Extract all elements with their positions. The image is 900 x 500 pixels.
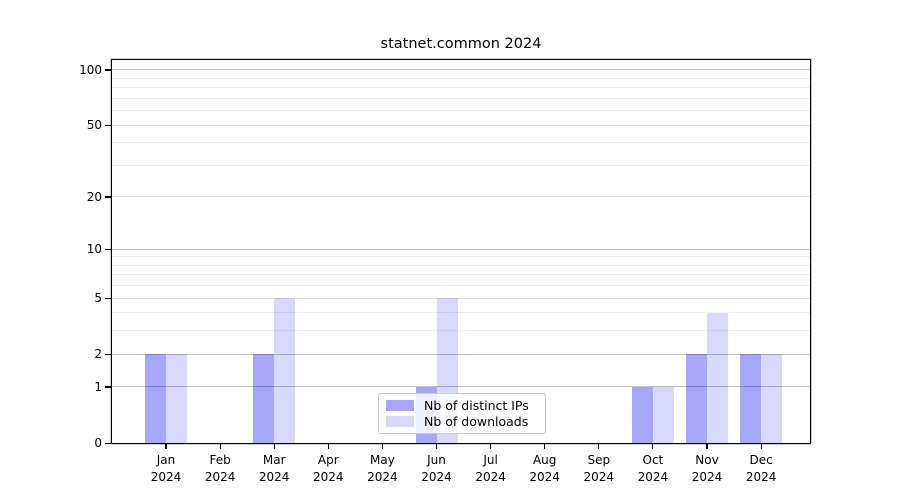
gridline: [112, 124, 810, 126]
gridline: [112, 196, 810, 198]
gridline: [112, 312, 810, 314]
legend-label-downloads: Nb of downloads: [424, 413, 529, 429]
gridline: [112, 264, 810, 266]
bar-downloads: [166, 354, 187, 443]
y-tick-label: 5: [94, 291, 102, 306]
gridline: [112, 77, 810, 79]
y-tick-mark: [105, 196, 112, 198]
gridline: [112, 87, 810, 89]
chart-title: statnet.common 2024: [380, 36, 542, 52]
x-tick-label: May 2024: [367, 453, 398, 484]
x-tick-label: Mar 2024: [258, 453, 290, 484]
gridline: [112, 164, 810, 166]
x-tick-label: Sep 2024: [583, 453, 615, 484]
y-tick-mark: [105, 124, 112, 126]
y-tick-label: 2: [94, 347, 102, 362]
y-tick-mark: [105, 69, 112, 71]
legend: Nb of distinct IPs Nb of downloads: [378, 393, 546, 434]
x-tick-mark: [273, 443, 275, 449]
gridline: [112, 97, 810, 99]
bar-distinct-ips: [253, 354, 275, 443]
x-tick-label: Jun 2024: [421, 453, 452, 484]
x-tick-label: Oct 2024: [637, 453, 669, 484]
y-tick-mark: [105, 248, 112, 250]
x-tick-mark: [327, 443, 329, 449]
bar-downloads: [761, 354, 783, 443]
x-tick-mark: [652, 443, 654, 449]
y-tick-mark: [105, 297, 112, 299]
bar-distinct-ips: [631, 386, 653, 443]
gridline: [112, 274, 810, 276]
x-tick-mark: [381, 443, 383, 449]
gridline: [112, 297, 810, 299]
gridline: [112, 142, 810, 144]
y-tick-mark: [105, 386, 112, 388]
x-tick-mark: [165, 443, 167, 449]
gridline: [112, 330, 810, 332]
x-tick-mark: [435, 443, 438, 449]
x-tick-mark: [544, 443, 546, 449]
x-tick-mark: [598, 443, 600, 449]
bar-downloads: [274, 298, 296, 443]
y-tick-label: 100: [79, 62, 102, 77]
legend-swatch-downloads: [386, 415, 414, 427]
x-tick-mark: [490, 443, 492, 449]
bar-distinct-ips: [145, 354, 166, 443]
x-tick-mark: [219, 443, 221, 449]
bar-downloads: [652, 386, 674, 443]
y-tick-mark: [105, 353, 112, 355]
x-tick-label: Apr 2024: [313, 453, 344, 484]
gridline: [112, 110, 810, 112]
plot-area: [112, 60, 810, 443]
x-tick-label: Feb 2024: [204, 453, 236, 484]
gridline: [112, 285, 810, 287]
legend-swatch-distinct-ips: [386, 400, 414, 412]
bar-distinct-ips: [686, 354, 707, 443]
x-tick-label: Jul 2024: [475, 453, 506, 484]
gridline: [112, 69, 810, 71]
bar-distinct-ips: [740, 354, 762, 443]
gridline: [112, 353, 810, 355]
x-tick-mark: [760, 443, 762, 449]
y-tick-label: 0: [94, 436, 102, 450]
gridline: [112, 248, 810, 250]
x-tick-label: Nov 2024: [691, 453, 723, 484]
y-tick-label: 1: [94, 379, 102, 394]
y-tick-label: 50: [86, 118, 102, 133]
legend-entry-downloads: Nb of downloads: [386, 414, 538, 429]
x-tick-label: Aug 2024: [529, 453, 560, 484]
x-tick-label: Dec 2024: [745, 453, 777, 484]
gridline: [112, 386, 810, 388]
y-tick-label: 10: [86, 242, 102, 257]
bar-downloads: [707, 312, 728, 443]
gridline: [112, 256, 810, 258]
y-tick-label: 20: [86, 189, 102, 204]
x-tick-label: Jan 2024: [150, 453, 182, 484]
legend-entry-distinct-ips: Nb of distinct IPs: [386, 398, 538, 413]
y-tick-mark: [105, 442, 112, 444]
legend-label-distinct-ips: Nb of distinct IPs: [424, 398, 529, 414]
x-tick-mark: [706, 443, 708, 449]
